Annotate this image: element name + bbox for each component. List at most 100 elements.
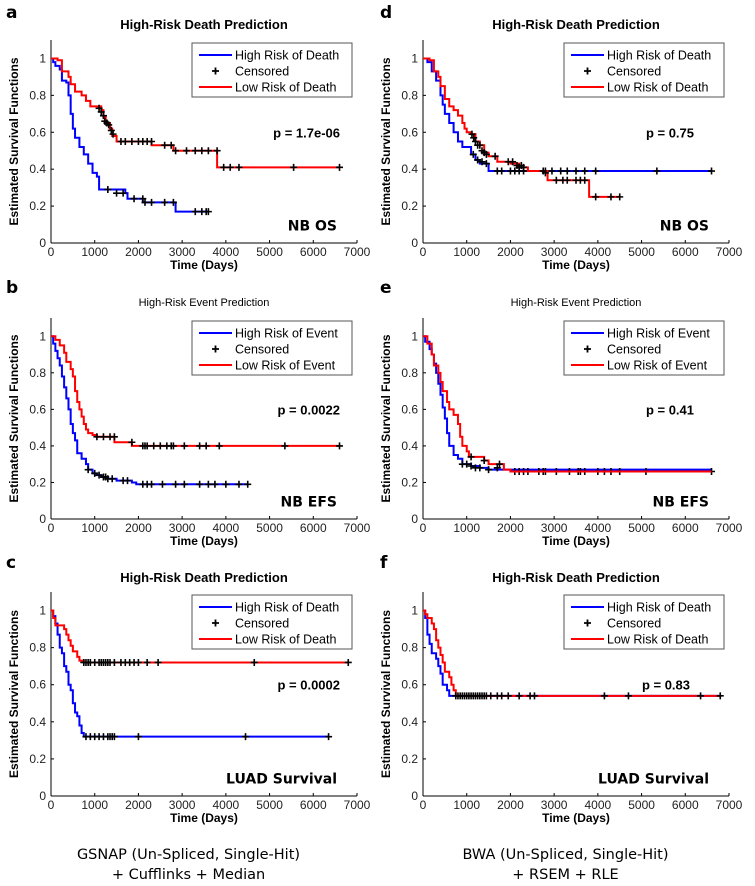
- x-axis-label: Time (Days): [542, 534, 610, 548]
- chart-title: High-Risk Event Prediction: [511, 297, 642, 309]
- x-tick-label: 4000: [213, 521, 240, 535]
- panel-letter: b: [6, 278, 18, 298]
- censored-mark: [204, 480, 212, 488]
- censored-mark: [716, 692, 724, 700]
- legend-entry: Censored: [607, 343, 661, 357]
- y-axis-label: Estimated Survival Functions: [379, 610, 393, 778]
- censored-mark: [476, 464, 484, 472]
- censored-mark: [482, 150, 490, 158]
- y-axis-label: Estimated Survival Functions: [7, 610, 21, 778]
- censored-mark: [121, 138, 129, 145]
- x-tick-label: 3000: [169, 521, 196, 535]
- censored-mark: [180, 480, 188, 488]
- legend: High Risk of Death Censored Low Risk of De…: [191, 42, 353, 98]
- censored-mark: [105, 121, 113, 129]
- y-tick-label: 0: [39, 236, 46, 250]
- x-tick-label: 7000: [716, 521, 743, 535]
- legend-entry: Low Risk of Event: [607, 359, 708, 373]
- dataset-label: NB EFS: [281, 495, 337, 511]
- censored-mark: [478, 158, 486, 166]
- y-tick-label: 0.2: [29, 752, 46, 766]
- censored-mark: [191, 147, 199, 155]
- censored-mark: [250, 658, 258, 666]
- censored-mark: [97, 108, 105, 116]
- censored-mark: [134, 733, 142, 741]
- censored-mark: [156, 442, 164, 450]
- censored-mark: [104, 185, 112, 193]
- x-tick-label: 2000: [125, 245, 152, 259]
- panel-d: d High-Risk Death Prediction 0 1000 2000 3000…: [379, 3, 743, 272]
- censored-mark: [204, 208, 212, 216]
- x-axis-label: Time (Days): [170, 534, 238, 548]
- panel-letter: c: [6, 553, 16, 573]
- x-tick-label: 2000: [497, 521, 524, 535]
- censored-mark: [336, 163, 344, 171]
- x-tick-label: 0: [420, 245, 427, 259]
- low-risk-curve: [423, 335, 712, 473]
- censored-mark: [592, 193, 600, 201]
- censored-mark: [515, 692, 523, 700]
- x-tick-label: 5000: [256, 798, 283, 812]
- legend-entry: Censored: [235, 343, 289, 357]
- panel-a: a High-Risk Death Prediction 0 1000 2000 3000…: [6, 3, 371, 272]
- censored-mark: [697, 692, 705, 700]
- censored-mark: [91, 469, 99, 477]
- y-tick-label: 1: [39, 51, 46, 65]
- dataset-label: NB OS: [288, 219, 337, 235]
- p-value: p = 0.0002: [277, 678, 340, 693]
- censored-mark: [463, 460, 471, 468]
- x-tick-label: 3000: [169, 245, 196, 259]
- censored-mark: [150, 442, 158, 450]
- censored-mark: [469, 150, 477, 158]
- censored-mark: [624, 692, 632, 700]
- caption-left-line1: GSNAP (Un-Spliced, Single-Hit): [76, 847, 301, 863]
- x-tick-label: 3000: [169, 798, 196, 812]
- censored-mark: [487, 692, 495, 700]
- p-value: p = 0.75: [646, 125, 694, 140]
- y-tick-label: 0.2: [401, 199, 418, 213]
- censored-mark: [222, 480, 230, 488]
- p-value: p = 0.41: [646, 402, 694, 417]
- x-tick-label: 2000: [125, 798, 152, 812]
- x-tick-label: 0: [48, 245, 55, 259]
- x-tick-label: 7000: [716, 798, 743, 812]
- x-tick-label: 1000: [453, 245, 480, 259]
- censored-mark: [491, 152, 499, 160]
- censored-mark: [474, 156, 482, 164]
- censored-mark: [119, 189, 127, 197]
- censored-mark: [235, 163, 243, 171]
- censored-mark: [493, 464, 501, 472]
- dataset-label: LUAD Survival: [598, 771, 709, 787]
- censored-mark: [581, 167, 589, 175]
- censored-mark: [202, 442, 210, 450]
- chart-title: High-Risk Death Prediction: [492, 17, 660, 32]
- dataset-label: NB OS: [660, 219, 709, 235]
- legend-entry: Low Risk of Death: [607, 81, 708, 95]
- legend-entry: Censored: [607, 617, 661, 631]
- x-axis-label: Time (Days): [170, 258, 238, 272]
- x-tick-label: 0: [48, 521, 55, 535]
- y-tick-label: 0.6: [29, 678, 46, 692]
- censored-mark: [143, 658, 151, 666]
- x-tick-label: 6000: [672, 798, 699, 812]
- censored-mark: [161, 198, 169, 206]
- chart-title: High-Risk Death Prediction: [120, 17, 288, 32]
- x-tick-label: 0: [420, 521, 427, 535]
- panel-b: b High-Risk Event Prediction 0 1000 2000 3000…: [6, 278, 371, 548]
- x-tick-label: 7000: [716, 245, 743, 259]
- censored-mark: [196, 480, 204, 488]
- censored-mark: [708, 167, 716, 175]
- censored-mark: [281, 442, 289, 450]
- censored-mark: [498, 692, 506, 700]
- x-axis-label: Time (Days): [542, 258, 610, 272]
- y-tick-label: 0.4: [401, 439, 418, 453]
- censored-mark: [95, 104, 103, 112]
- censored-mark: [211, 480, 219, 488]
- x-tick-label: 6000: [300, 521, 327, 535]
- censored-mark: [191, 208, 199, 216]
- y-tick-label: 0.2: [401, 475, 418, 489]
- panel-c: c High-Risk Death Prediction 0 1000 2000 3000…: [6, 553, 371, 825]
- censored-mark: [167, 141, 175, 149]
- censored-mark: [109, 130, 117, 138]
